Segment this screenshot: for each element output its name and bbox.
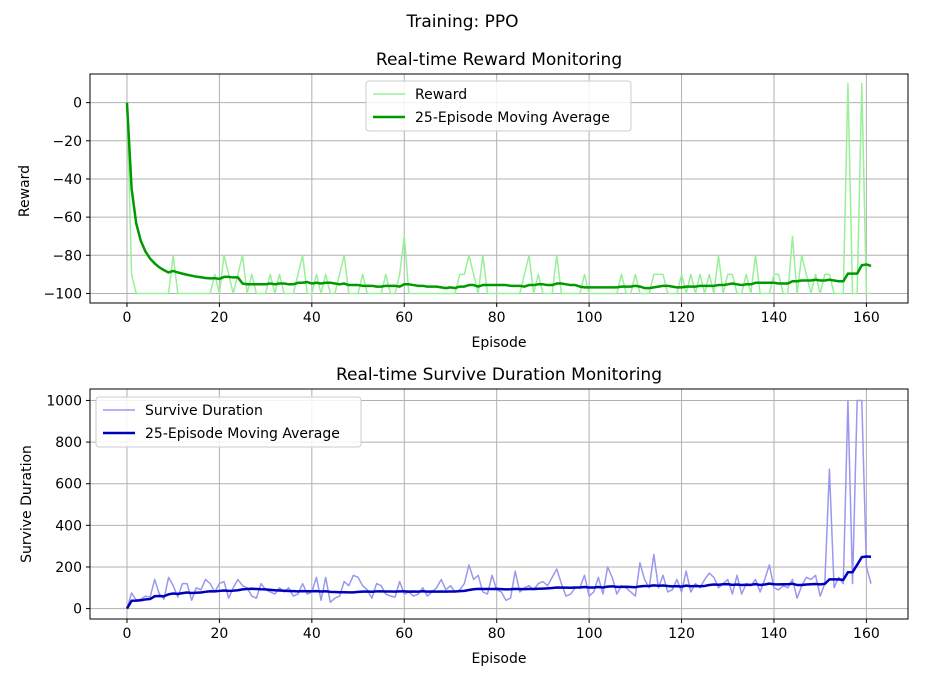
duration-x-tick-label: 0 [123,626,132,642]
duration-y-tick-label: 200 [55,560,82,576]
duration-chart: Real-time Survive Duration Monitoring 0 2… [19,365,909,667]
duration-legend-label-raw: Survive Duration [145,403,263,419]
reward-legend-label-avg: 25-Episode Moving Average [415,110,610,126]
reward-x-tick-label: 160 [853,310,880,326]
reward-y-tick-label: 0 [73,96,82,112]
reward-x-tick-label: 80 [488,310,506,326]
reward-x-tick-label: 100 [576,310,603,326]
reward-x-tick-label: 140 [761,310,788,326]
duration-y-tick-label: 1000 [46,393,82,409]
duration-y-tick-label: 400 [55,518,82,534]
duration-x-tick-label: 20 [210,626,228,642]
reward-y-tick-label: −40 [52,172,82,188]
reward-moving-average-line [125,102,872,290]
reward-series [125,82,872,295]
reward-ticks: 0 20 40 60 80 100 120 140 160 0 −20 −40 −60 −80 −100 [44,96,880,326]
duration-chart-title: Real-time Survive Duration Monitoring [336,365,662,385]
duration-y-tick-label: 600 [55,477,82,493]
reward-y-tick-label: −80 [52,248,82,264]
duration-x-tick-label: 120 [668,626,695,642]
duration-y-tick-label: 0 [73,602,82,618]
duration-legend-label-avg: 25-Episode Moving Average [145,426,340,442]
reward-x-tick-label: 20 [210,310,228,326]
reward-legend: Reward 25-Episode Moving Average [365,80,632,132]
reward-legend-box [365,80,632,132]
reward-x-tick-label: 60 [395,310,413,326]
duration-x-tick-label: 160 [853,626,880,642]
duration-x-tick-label: 80 [488,626,506,642]
duration-legend: Survive Duration 25-Episode Moving Avera… [95,396,362,448]
reward-chart: Real-time Reward Monitoring 0 20 40 60 80 100… [17,50,909,351]
reward-y-tick-label: −100 [44,286,82,302]
reward-legend-label-raw: Reward [415,87,467,103]
reward-y-tick-label: −60 [52,210,82,226]
reward-x-axis-label: Episode [472,335,527,351]
duration-x-tick-label: 140 [761,626,788,642]
reward-raw-series-line [126,82,872,295]
duration-legend-box [95,396,362,448]
duration-ticks: 0 20 40 60 80 100 120 140 160 0 200 400 600 800 1000 [46,393,879,642]
duration-moving-average-line [125,555,872,610]
duration-x-tick-label: 40 [303,626,321,642]
duration-y-tick-label: 800 [55,435,82,451]
reward-y-tick-label: −20 [52,134,82,150]
reward-x-tick-label: 40 [303,310,321,326]
reward-plot-frame [89,73,909,304]
duration-x-tick-label: 60 [395,626,413,642]
duration-y-axis-label: Survive Duration [19,445,35,563]
duration-plot-frame [89,388,909,620]
reward-x-tick-label: 0 [123,310,132,326]
reward-y-axis-label: Reward [17,165,33,217]
reward-chart-title: Real-time Reward Monitoring [376,50,622,70]
duration-x-axis-label: Episode [472,651,527,667]
figure-suptitle: Training: PPO [405,12,518,32]
duration-x-tick-label: 100 [576,626,603,642]
reward-x-tick-label: 120 [668,310,695,326]
duration-series [125,399,872,610]
